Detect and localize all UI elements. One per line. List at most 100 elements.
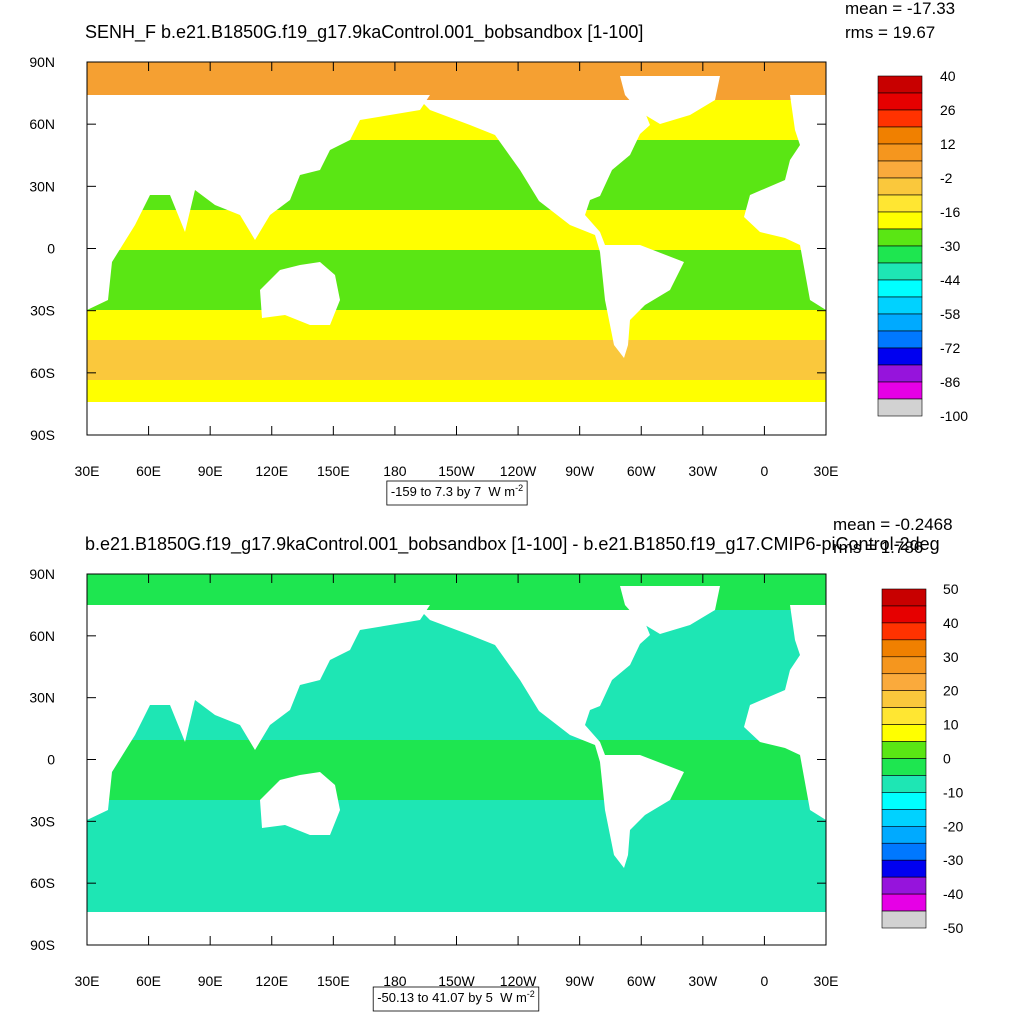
rms-stat: rms = 1.786 bbox=[833, 538, 923, 557]
colorbar-label: 0 bbox=[943, 751, 951, 767]
colorbar-box bbox=[877, 347, 923, 366]
colorbar-label: -86 bbox=[940, 374, 960, 390]
colorbar-box bbox=[877, 296, 923, 315]
lon-label: 90W bbox=[565, 973, 595, 989]
colorbar-box bbox=[877, 245, 923, 264]
lat-label: 90N bbox=[29, 54, 55, 70]
colorbar-label: -58 bbox=[940, 306, 960, 322]
colorbar-box bbox=[877, 109, 923, 128]
lat-label: 90N bbox=[29, 566, 55, 582]
lat-label: 30S bbox=[30, 813, 55, 829]
colorbar-label: 10 bbox=[943, 717, 959, 733]
lon-label: 120E bbox=[255, 463, 288, 479]
colorbar-box bbox=[881, 656, 927, 675]
lon-label: 60E bbox=[136, 973, 161, 989]
colorbar-box bbox=[881, 639, 927, 658]
colorbar-box bbox=[881, 588, 927, 607]
colorbar-label: 30 bbox=[943, 649, 959, 665]
colorbar-label: 26 bbox=[940, 102, 956, 118]
range-text: -159 to 7.3 by 7 W m bbox=[391, 484, 515, 499]
colorbar-box bbox=[881, 893, 927, 912]
colorbar-box bbox=[881, 707, 927, 725]
ocean-field bbox=[87, 800, 826, 912]
colorbar-box bbox=[877, 126, 923, 145]
colorbar-box bbox=[881, 910, 927, 929]
colorbar-box bbox=[877, 262, 923, 281]
colorbar-label: -16 bbox=[940, 204, 960, 220]
lon-label: 30E bbox=[75, 973, 100, 989]
colorbar-box bbox=[881, 622, 927, 641]
lat-label: 30S bbox=[30, 303, 55, 319]
lat-label: 60S bbox=[30, 365, 55, 381]
colorbar-label: -40 bbox=[943, 886, 963, 902]
colorbar-box bbox=[877, 92, 923, 111]
ocean-field bbox=[87, 340, 826, 380]
colorbar-box bbox=[877, 211, 923, 230]
colorbar-label: -44 bbox=[940, 272, 960, 288]
colorbar-box bbox=[881, 758, 927, 776]
colorbar-box bbox=[877, 177, 923, 196]
colorbar-box bbox=[877, 279, 923, 298]
range-note: -159 to 7.3 by 7 W m-2 bbox=[391, 483, 523, 499]
lon-label: 90E bbox=[198, 973, 223, 989]
colorbar-box bbox=[881, 724, 927, 742]
range-box bbox=[372, 986, 540, 1012]
ocean-field bbox=[87, 210, 826, 250]
panel-title: b.e21.B1850G.f19_g17.9kaControl.001_bobs… bbox=[85, 534, 940, 555]
colorbar-box bbox=[877, 364, 923, 383]
lon-label: 120W bbox=[500, 463, 537, 479]
colorbar-label: 20 bbox=[943, 683, 959, 699]
colorbar-box bbox=[881, 809, 927, 827]
lon-label: 180 bbox=[383, 973, 407, 989]
lon-label: 30E bbox=[814, 973, 839, 989]
lon-label: 60W bbox=[627, 463, 657, 479]
lat-label: 60S bbox=[30, 875, 55, 891]
colorbar-label: 40 bbox=[940, 68, 956, 84]
lon-label: 30W bbox=[688, 463, 718, 479]
lon-label: 120E bbox=[255, 973, 288, 989]
colorbar-box bbox=[877, 381, 923, 400]
lat-label: 60N bbox=[29, 628, 55, 644]
colorbar-box bbox=[881, 741, 927, 759]
lat-label: 30N bbox=[29, 178, 55, 194]
colorbar-label: -20 bbox=[943, 818, 963, 834]
lon-label: 30W bbox=[688, 973, 718, 989]
colorbar-box bbox=[877, 313, 923, 332]
units-exponent: -2 bbox=[527, 989, 535, 999]
lat-label: 0 bbox=[47, 241, 55, 257]
lon-label: 150E bbox=[317, 463, 350, 479]
panel-title: SENH_F b.e21.B1850G.f19_g17.9kaControl.0… bbox=[85, 22, 643, 43]
colorbar-box bbox=[881, 842, 927, 861]
colorbar-box bbox=[881, 792, 927, 810]
colorbar-label: -30 bbox=[943, 852, 963, 868]
colorbar-box bbox=[877, 160, 923, 179]
colorbar-box bbox=[881, 690, 927, 708]
lat-label: 30N bbox=[29, 690, 55, 706]
colorbar-box bbox=[877, 330, 923, 349]
lon-label: 180 bbox=[383, 463, 407, 479]
lat-label: 60N bbox=[29, 116, 55, 132]
ocean-field bbox=[87, 250, 826, 310]
lon-label: 90W bbox=[565, 463, 595, 479]
colorbar-label: -10 bbox=[943, 784, 963, 800]
lon-label: 60E bbox=[136, 463, 161, 479]
colorbar-box bbox=[877, 143, 923, 162]
lon-label: 150W bbox=[438, 973, 475, 989]
colorbar-box bbox=[881, 673, 927, 692]
ocean-field bbox=[87, 380, 826, 402]
lon-label: 120W bbox=[500, 973, 537, 989]
colorbar-label: -100 bbox=[940, 408, 968, 424]
lon-label: 30E bbox=[75, 463, 100, 479]
lon-label: 0 bbox=[761, 463, 769, 479]
panel: b.e21.B1850G.f19_g17.9kaControl.001_bobs… bbox=[29, 515, 963, 1012]
colorbar-label: -30 bbox=[940, 238, 960, 254]
colorbar-box bbox=[877, 228, 923, 247]
colorbar-box bbox=[881, 605, 927, 624]
lon-label: 150E bbox=[317, 973, 350, 989]
lat-label: 90S bbox=[30, 937, 55, 953]
colorbar-label: 40 bbox=[943, 615, 959, 631]
lon-label: 30E bbox=[814, 463, 839, 479]
mean-stat: mean = -0.2468 bbox=[833, 515, 953, 534]
lon-label: 90E bbox=[198, 463, 223, 479]
